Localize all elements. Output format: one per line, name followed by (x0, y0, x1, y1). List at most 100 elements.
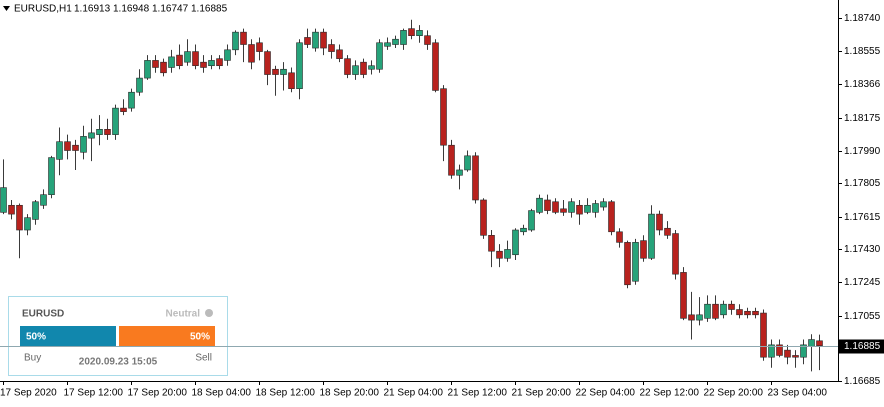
candle-body (680, 272, 687, 319)
y-tick-label: 1.17245 (844, 277, 881, 288)
candle-body (312, 31, 319, 49)
candle-body (240, 31, 247, 45)
candle-body (328, 44, 335, 52)
x-tick-label: 21 Sep 20:00 (512, 388, 572, 399)
candle-body (576, 204, 583, 215)
candle-body (608, 201, 615, 233)
y-tick-label: 1.18555 (844, 46, 881, 57)
candle-body (648, 213, 655, 259)
candle-body (536, 197, 543, 213)
x-tick-label: 21 Sep 04:00 (384, 388, 444, 399)
candle-body (632, 242, 639, 282)
candle-body (376, 42, 383, 70)
candle-body (472, 155, 479, 201)
candle-body (128, 91, 135, 109)
candle-body (0, 187, 7, 213)
candle-body (120, 107, 127, 112)
candle-body (48, 157, 55, 195)
candle-body (352, 65, 359, 75)
candle-body (560, 208, 567, 213)
candle-body (496, 250, 503, 259)
status-dot (205, 309, 213, 317)
candle-body (200, 61, 207, 68)
candle-body (512, 229, 519, 256)
current-price-label: 1.16885 (844, 341, 881, 352)
candle-body (8, 204, 15, 215)
widget-symbol: EURUSD (22, 309, 64, 320)
current-price-box (838, 339, 884, 354)
candle-body (720, 303, 727, 316)
candle-body (192, 51, 199, 67)
candle-body (208, 60, 215, 67)
sell-label: Sell (195, 353, 212, 364)
buy-label: Buy (24, 353, 41, 364)
candle-body (160, 61, 167, 74)
x-tick-label: 17 Sep 2020 (0, 388, 57, 399)
candle-body (344, 58, 351, 75)
candle-body (96, 129, 103, 135)
candle-body (784, 349, 791, 358)
candle-body (256, 42, 263, 52)
candle-body (288, 72, 295, 89)
widget-status: Neutral (166, 309, 201, 320)
symbol-title: EURUSD,H1 (14, 4, 72, 15)
y-tick-label: 1.16685 (844, 376, 881, 387)
candle-body (248, 44, 255, 63)
candle-body (296, 42, 303, 89)
candle-body (704, 303, 711, 319)
candle-body (440, 88, 447, 146)
candle-body (360, 61, 367, 75)
candle-body (672, 233, 679, 275)
candle-body (304, 37, 311, 45)
candle-body (744, 310, 751, 316)
candle-body (520, 227, 527, 233)
candle-body (56, 141, 63, 160)
candle-body (368, 65, 375, 70)
x-tick-label: 18 Sep 20:00 (320, 388, 380, 399)
candle-body (504, 249, 511, 259)
candle-body (584, 204, 591, 213)
candle-body (232, 31, 239, 51)
candle-body (800, 344, 807, 358)
candle-body (464, 155, 471, 171)
menu-triangle[interactable] (3, 6, 10, 11)
candle-body (104, 129, 111, 135)
x-tick-label: 22 Sep 20:00 (704, 388, 764, 399)
candle-body (776, 344, 783, 356)
candle-body (408, 28, 415, 36)
x-tick-label: 17 Sep 12:00 (64, 388, 124, 399)
candle-body (488, 235, 495, 252)
header-close: 1.16885 (191, 4, 228, 15)
candle-body (752, 310, 759, 316)
x-tick-label: 22 Sep 12:00 (640, 388, 700, 399)
candle-body (448, 144, 455, 176)
header-open: 1.16913 (74, 4, 111, 15)
x-tick-label: 23 Sep 04:00 (768, 388, 828, 399)
candle-body (792, 355, 799, 358)
candle-body (168, 56, 175, 68)
candle-body (480, 199, 487, 236)
candle-body (816, 340, 823, 347)
candle-body (400, 30, 407, 45)
y-tick-label: 1.17990 (844, 146, 881, 157)
candle-body (696, 314, 703, 321)
candle-body (88, 132, 95, 139)
widget-time: 2020.09.23 15:05 (79, 357, 158, 368)
candle-body (184, 51, 191, 63)
candle-body (808, 339, 815, 347)
candle-body (272, 68, 279, 75)
candle-body (384, 42, 391, 47)
y-tick-label: 1.18175 (844, 113, 881, 124)
candle-body (616, 231, 623, 243)
buy-bar (20, 326, 116, 347)
candle-body (40, 194, 47, 206)
candle-body (424, 35, 431, 45)
header-high: 1.16948 (113, 4, 150, 15)
candle-body (72, 144, 79, 151)
candle-body (176, 54, 183, 67)
candle-body (768, 344, 775, 358)
candle-body (736, 309, 743, 316)
x-tick-label: 21 Sep 12:00 (448, 388, 508, 399)
candle-body (640, 240, 647, 259)
